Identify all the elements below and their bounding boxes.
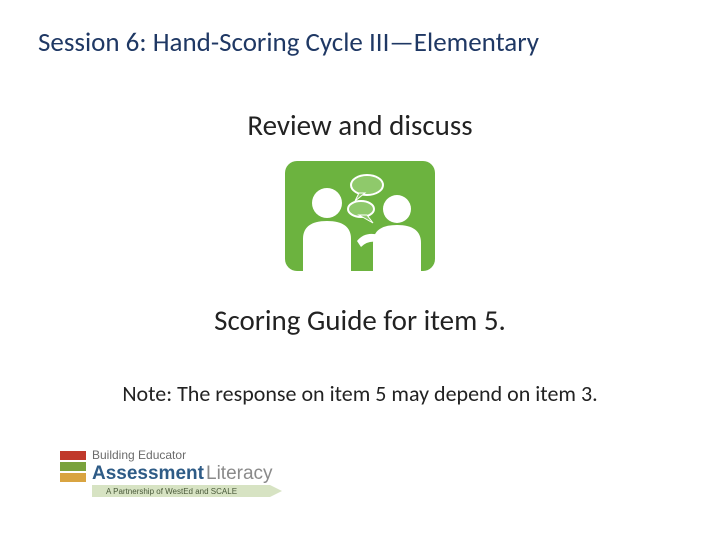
scoring-guide-text: Scoring Guide for item 5. bbox=[30, 302, 690, 338]
discussion-icon bbox=[285, 161, 435, 283]
logo-line1: Building Educator bbox=[92, 448, 186, 462]
discussion-icon-wrap bbox=[30, 161, 690, 288]
slide: Session 6: Hand-Scoring Cycle III—Elemen… bbox=[0, 0, 720, 540]
logo-literacy: Literacy bbox=[206, 463, 273, 484]
note-text: Note: The response on item 5 may depend … bbox=[30, 380, 690, 407]
page-title: Session 6: Hand-Scoring Cycle III—Elemen… bbox=[38, 26, 690, 59]
logo-tagline: A Partnership of WestEd and SCALE bbox=[106, 487, 237, 496]
subtitle: Review and discuss bbox=[30, 107, 690, 143]
assessment-literacy-logo-icon: Building Educator Assessment Literacy A … bbox=[60, 447, 300, 507]
footer-logo: Building Educator Assessment Literacy A … bbox=[60, 447, 300, 512]
logo-assessment: Assessment bbox=[92, 463, 205, 484]
